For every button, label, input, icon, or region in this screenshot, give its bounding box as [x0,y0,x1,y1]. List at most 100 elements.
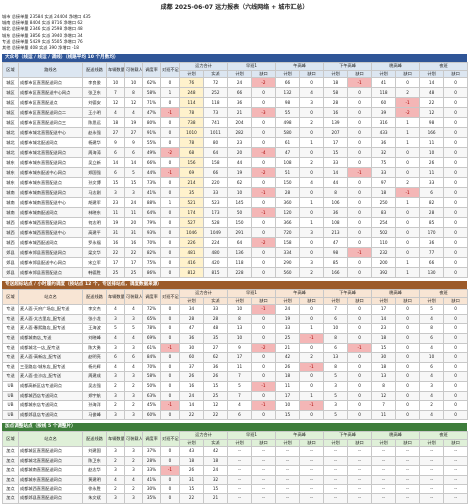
table-cell: 0 [160,455,180,467]
column-header: 区域 [2,62,19,79]
table-cell: -- [251,474,277,485]
table-cell: 28 [202,313,229,325]
table-cell: 14 [124,157,143,169]
table-cell: 2 [106,483,125,495]
table-cell: 0 [395,371,421,382]
table-cell: 胡建军 [82,197,107,209]
section-title: 加点调整站点（按线 5 个调整片） [2,423,467,432]
table-cell: 城北 [2,127,19,139]
sub-header: 计划 [275,438,301,448]
table-cell: 麦人面·太古里店_配专送 [18,313,83,325]
table-cell: -1 [299,333,325,344]
sub-header: 实派 [202,438,229,448]
table-cell: 91% [142,127,161,139]
table-cell: 城北 [2,147,19,159]
table-cell: 254 [371,217,397,229]
table-cell: 23 [371,323,397,334]
table-cell: 0 [299,247,325,259]
table-cell: 738 [179,117,204,129]
table-cell: 12 [202,400,229,411]
table-cell: 陈思远 [82,117,107,129]
column-header: 可装载人数 [124,289,143,306]
table-row: 郊县 成都市郊县直营配送点 韩德胜 25 25 86% 0 812 815 228 0 560 2 166… [2,267,469,279]
table-cell: 1 [299,323,325,334]
table-cell: 0 [347,371,373,382]
table-cell: 成都市郊县直营配送网点 [18,247,83,259]
table-cell: 34 [179,304,204,315]
table-cell: 5 [227,380,253,392]
table-cell: 0 [299,409,325,421]
table-cell: 0 [251,97,277,109]
table-cell: 502 [371,227,397,239]
table-cell: 25 [275,333,301,344]
table-cell: 0 [160,157,180,169]
table-cell: 16 [323,107,349,119]
table-cell: 4 [299,177,325,189]
table-cell: 4 [106,107,125,119]
table-body: 专送 麦人面·天府广场店_配专送 李文杰 4 4 72% 0 34 33 10 -1 24 0 7 0 17 0… [2,304,469,421]
table-cell: 2 [395,87,421,99]
sub-header: 缺口 [443,296,469,306]
table-cell: 3 [124,493,143,504]
sub-header: 计划 [323,438,349,448]
table-cell: 2 [124,380,143,392]
table-cell: 三圣路店·城东店_配专送 [18,361,83,373]
sub-header: 计划 [275,296,301,306]
table-cell: 0 [160,371,180,382]
table-row: 专送 麦人面·金沙店_配专送 周建成 3 3 58% 0 26 26 7 0 18 0 5 0 13 0 4 0 [2,371,469,382]
table-cell: -- [251,465,277,476]
table-cell: -- [275,455,301,467]
table-cell: 吴立新 [82,157,107,169]
table-cell: 4 [299,87,325,99]
table-cell: 3 [106,493,125,504]
table-cell: 0 [160,390,180,402]
table-cell: 27 [106,127,125,139]
section-table: 区域站点名配送线路车辆数量可装载人数调度率对班不足统计运力合计早班1午高峰下午高… [2,431,469,504]
table-cell: 成都城区直营配送网点 [18,446,83,457]
table-cell: 0 [347,380,373,392]
table-cell: 44 [227,157,253,169]
table-cell: 0 [443,352,469,363]
table-cell: 2 [395,177,421,189]
group-header: 午高峰 [275,289,325,298]
table-cell: 521 [179,197,204,209]
table-cell: 0 [160,247,180,259]
table-cell: 58% [142,87,161,99]
header-row: 区域路线名配送线路车辆数量可装载人数调度率对班不足统计运力合计早班1午高峰下午高… [2,62,469,79]
table-cell: 专送 [2,333,19,344]
table-cell: 8 [323,333,349,344]
table-cell: 24 [227,77,253,89]
table-cell: 21 [275,342,301,354]
table-cell: 420 [202,257,229,269]
table-cell: 35 [179,187,204,199]
table-cell: 252 [202,87,229,99]
group-header: 午高峰 [275,62,325,71]
group-header: 下午高峰 [323,62,373,71]
table-cell: 0 [160,217,180,229]
table-cell: 专送 [2,352,19,363]
table-cell: 0 [443,304,469,315]
table-cell: 41 [371,77,397,89]
table-cell: -- [443,483,469,495]
table-cell: 93% [142,227,161,239]
table-cell: -3 [251,107,277,119]
table-cell: 10 [227,304,253,315]
table-cell: 成都城北直营配送网点 [18,455,83,467]
table-cell: 周海涛 [82,147,107,159]
table-cell: 7 [371,400,397,411]
table-cell: 78% [142,323,161,334]
table-cell: 加点 [2,455,19,467]
table-cell: 7 [227,371,253,382]
table-cell: 16 [179,380,204,392]
table-cell: 33 [275,323,301,334]
table-cell: 加点 [2,465,19,476]
table-cell: 25 [202,390,229,402]
group-header: 早班1 [227,62,277,71]
table-cell: 18 [106,117,125,129]
table-cell: 0 [443,409,469,421]
table-cell: 66% [142,157,161,169]
section-title: 专送超标站点 / 小时履约调度（按站点 12 个，专送排站点，调度数据来源） [2,281,467,290]
table-cell: 10 [124,77,143,89]
table-cell: 15 [323,147,349,159]
table-cell: -- [419,446,445,457]
